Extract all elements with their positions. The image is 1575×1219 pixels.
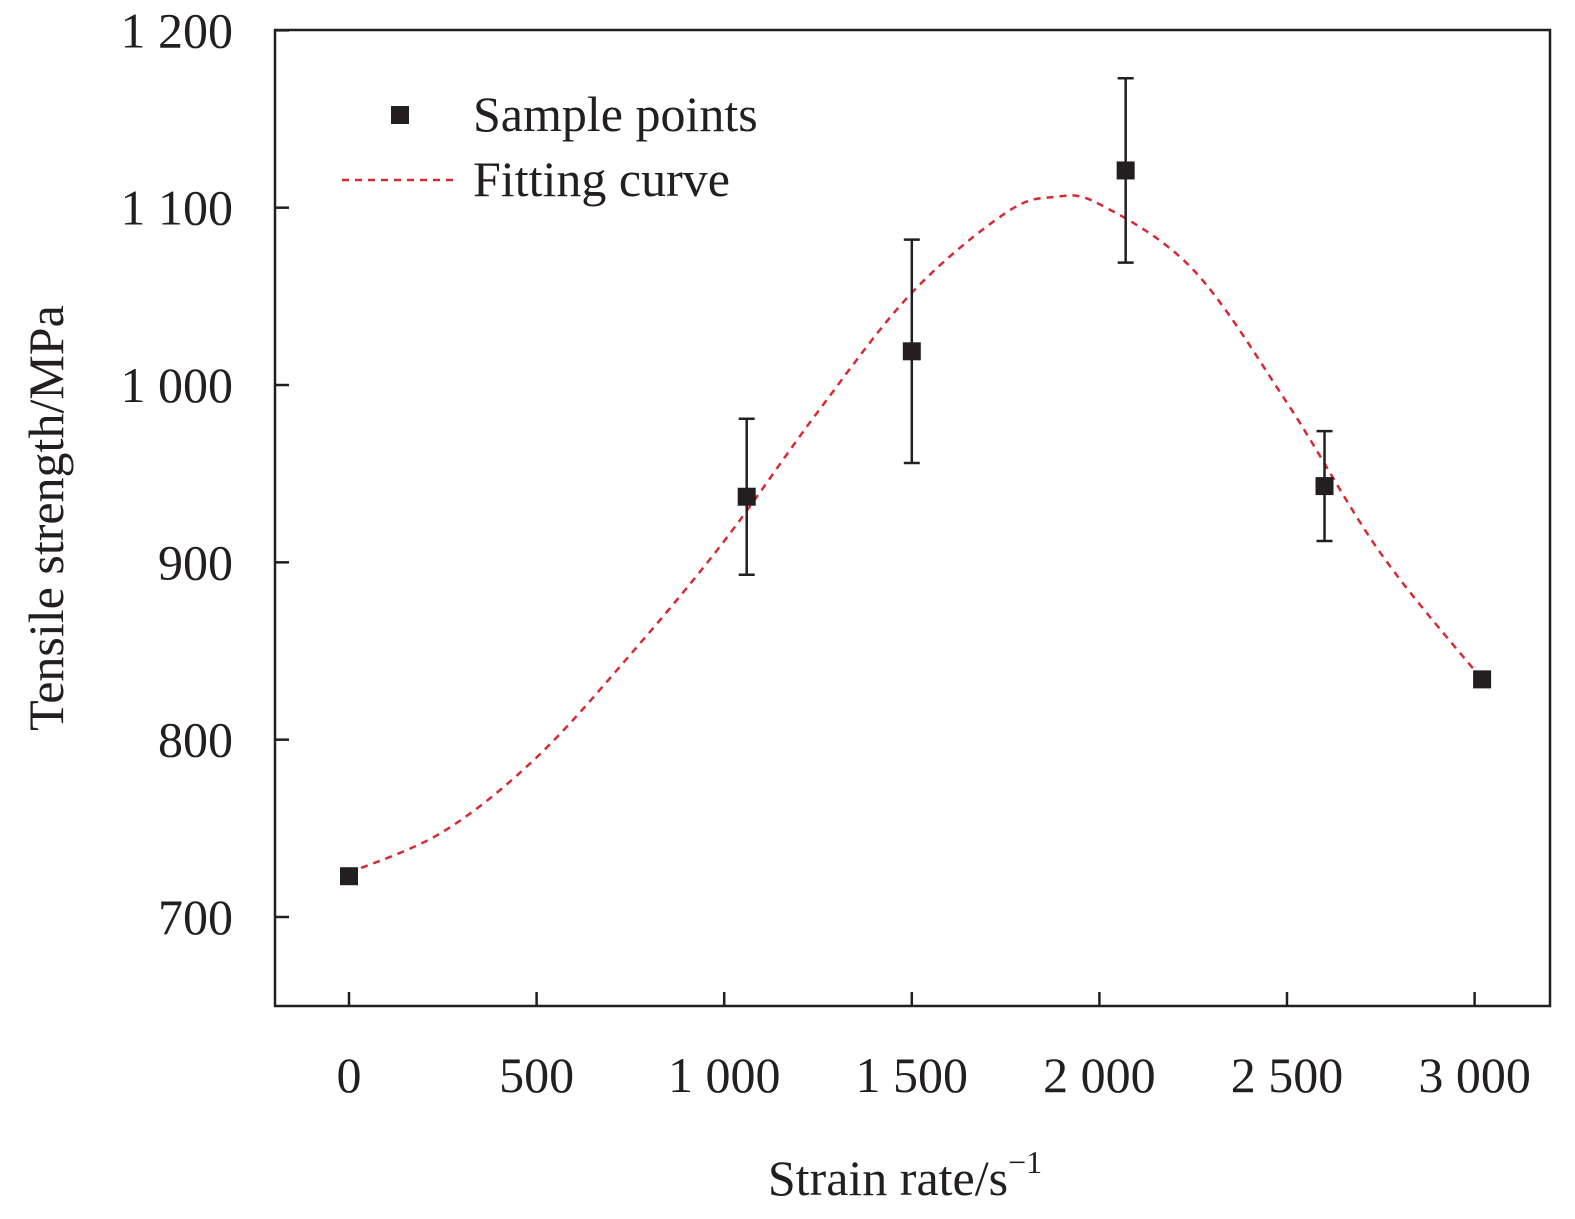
sample-point <box>1116 161 1135 180</box>
x-tick-label: 500 <box>499 1047 574 1103</box>
sample-point <box>1473 670 1492 689</box>
x-axis-title: Strain rate/s−1 <box>768 1144 1042 1206</box>
x-tick-label: 1 500 <box>856 1047 969 1103</box>
x-tick-label: 3 000 <box>1418 1047 1531 1103</box>
y-tick-label: 1 100 <box>121 180 234 236</box>
y-tick-label: 800 <box>158 712 233 768</box>
fitting-curve-line <box>348 194 1484 874</box>
fitting-curve-layer <box>348 194 1484 874</box>
x-tick-label: 0 <box>337 1047 362 1103</box>
sample-points-layer <box>340 76 1492 886</box>
sample-point <box>1315 477 1334 496</box>
y-tick-label: 700 <box>158 889 233 945</box>
sample-point <box>340 867 358 886</box>
y-tick-label: 900 <box>158 534 233 590</box>
legend: Sample points Fitting curve <box>342 86 758 207</box>
legend-label-fitting-curve: Fitting curve <box>473 151 730 207</box>
sample-point <box>737 487 756 506</box>
sample-point <box>902 342 921 361</box>
x-axis: 0 500 1 000 1 500 2 000 2 500 3 000 <box>337 992 1531 1103</box>
y-axis-title: Tensile strength/MPa <box>18 305 74 731</box>
x-tick-label: 1 000 <box>668 1047 781 1103</box>
legend-label-sample-points: Sample points <box>473 86 758 142</box>
y-axis: 700 800 900 1 000 1 100 1 200 <box>121 2 289 945</box>
x-tick-label: 2 500 <box>1231 1047 1344 1103</box>
legend-marker-sample-points <box>391 106 409 124</box>
y-tick-label: 1 000 <box>121 357 234 413</box>
x-tick-label: 2 000 <box>1043 1047 1156 1103</box>
y-tick-label: 1 200 <box>121 2 234 58</box>
